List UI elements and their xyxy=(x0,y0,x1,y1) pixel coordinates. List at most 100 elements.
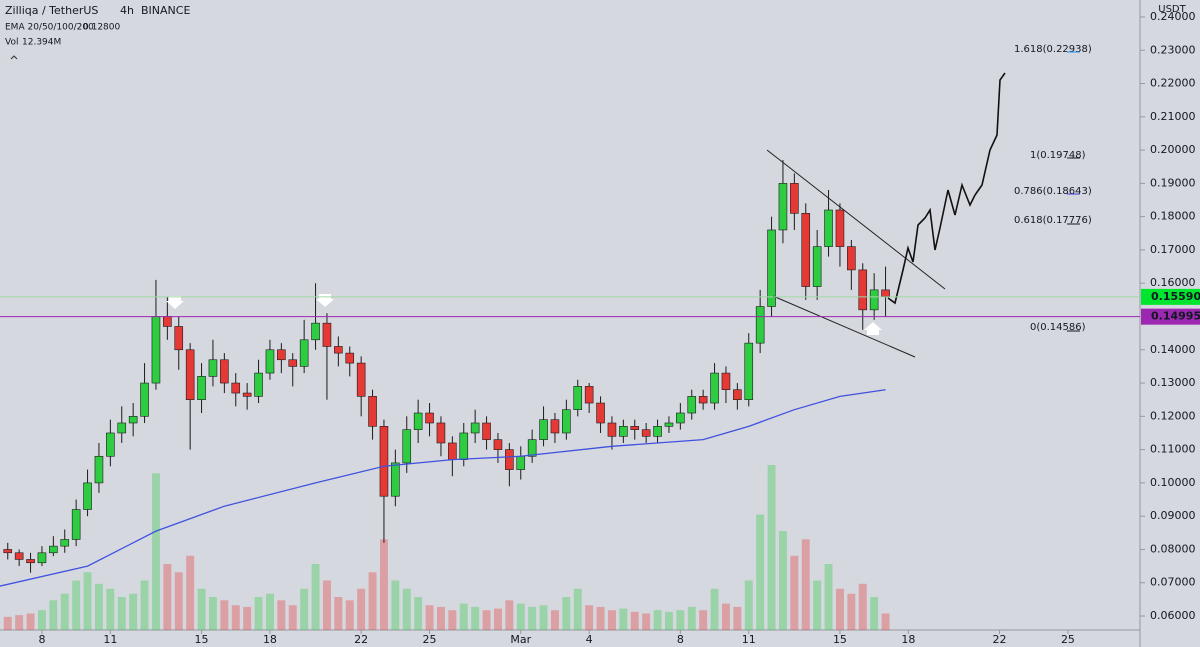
y-tick-label: 0.10000 xyxy=(1150,476,1196,489)
volume-bar xyxy=(585,605,594,630)
volume-bar xyxy=(208,597,217,630)
y-tick-label: 0.18000 xyxy=(1150,210,1196,223)
candle-body xyxy=(812,246,822,287)
volume-bar xyxy=(539,605,548,630)
currency: USDT xyxy=(1158,4,1186,15)
price-label: 0.14995 xyxy=(1151,310,1200,323)
candle-body xyxy=(425,412,434,424)
candle-body xyxy=(847,246,856,271)
candle-body xyxy=(231,382,241,394)
fib-label: 0.618(0.17776) xyxy=(1014,215,1092,226)
volume-bar xyxy=(676,610,685,630)
candle-body xyxy=(174,326,184,351)
trendline-lower xyxy=(772,295,916,358)
candle-body xyxy=(687,396,697,414)
y-tick-label: 0.17000 xyxy=(1150,243,1196,256)
volume-bar xyxy=(653,610,662,630)
x-tick-label: 11 xyxy=(742,633,756,646)
y-tick-label: 0.20000 xyxy=(1150,143,1196,156)
x-tick-label: 8 xyxy=(38,633,45,646)
x-tick-label: 22 xyxy=(354,633,368,646)
y-tick-label: 0.16000 xyxy=(1150,276,1196,289)
candle-body xyxy=(676,412,685,424)
candle-body xyxy=(733,389,742,400)
volume-bar xyxy=(322,580,331,630)
candle-body xyxy=(163,316,172,327)
candle-body xyxy=(356,362,366,397)
volume-bar xyxy=(528,606,537,630)
price-label-box xyxy=(1141,308,1200,325)
volume-bar xyxy=(619,608,628,630)
volume-bar xyxy=(300,588,309,630)
volume-bar xyxy=(231,605,240,630)
candle-body xyxy=(288,359,298,367)
candle-body xyxy=(94,455,104,484)
volume-bar xyxy=(15,615,24,630)
candle-body xyxy=(516,455,526,470)
symbol: Zilliqa / TetherUS xyxy=(5,4,98,17)
volume-bar xyxy=(756,514,765,630)
collapse-icon[interactable] xyxy=(10,55,18,60)
y-tick-label: 0.23000 xyxy=(1150,43,1196,56)
candle-body xyxy=(493,439,503,450)
volume-bar xyxy=(379,539,388,630)
volume-bar xyxy=(3,616,12,630)
x-tick-label: 8 xyxy=(677,633,684,646)
candle-body xyxy=(835,209,845,247)
candle-body xyxy=(60,539,70,547)
volume-bar xyxy=(858,583,867,630)
arrow-down xyxy=(166,296,184,309)
volume-bar xyxy=(174,572,183,630)
candle-body xyxy=(573,386,583,410)
volume-bar xyxy=(881,613,890,630)
legend: Zilliqa / TetherUS 4h BINANCE EMA 20/50/… xyxy=(5,4,190,60)
candle-body xyxy=(710,372,719,404)
volume-bar xyxy=(72,580,81,630)
volume-bar xyxy=(368,572,377,630)
volume-bar xyxy=(733,606,742,630)
candle-body xyxy=(470,422,480,434)
volume-bar xyxy=(516,603,525,630)
candle-body xyxy=(128,416,138,424)
y-tick-label: 0.09000 xyxy=(1150,509,1196,522)
candle-body xyxy=(550,419,560,434)
candle-body xyxy=(106,432,115,457)
candle-body xyxy=(755,306,765,344)
candle-body xyxy=(778,183,788,231)
volume-bar xyxy=(459,603,468,630)
volume-bar xyxy=(801,539,810,630)
plot xyxy=(0,160,890,630)
candle-body xyxy=(334,346,343,354)
trendline-upper xyxy=(766,149,946,290)
ema-line xyxy=(0,389,886,587)
x-tick-label: 11 xyxy=(103,633,117,646)
volume-bar xyxy=(402,588,411,630)
candle-body xyxy=(448,442,457,460)
volume-bar xyxy=(345,600,354,630)
y-tick-label: 0.19000 xyxy=(1150,176,1196,189)
x-tick-label: 15 xyxy=(195,633,209,646)
candle-body xyxy=(539,419,548,440)
candle-body xyxy=(505,449,514,470)
volume-bar xyxy=(391,580,400,630)
volume-value: 12.394M xyxy=(22,38,61,48)
candle-body xyxy=(698,396,708,404)
candle-body xyxy=(242,392,252,397)
ema-label: EMA 20/50/100/200 xyxy=(5,23,94,33)
y-tick-label: 0.08000 xyxy=(1150,542,1196,555)
candle-body xyxy=(220,359,229,384)
candle-body xyxy=(185,349,195,400)
volume-bar xyxy=(106,588,115,630)
volume-bar xyxy=(26,613,35,630)
price-label-box xyxy=(1141,288,1200,305)
volume-bar xyxy=(243,606,252,630)
fib-label: 1(0.19748) xyxy=(1030,150,1086,161)
candle-body xyxy=(664,422,674,427)
candle-body xyxy=(151,316,161,384)
volume-bar xyxy=(254,597,263,630)
volume-bar xyxy=(265,593,274,630)
candle-body xyxy=(3,549,13,554)
volume-bar xyxy=(471,606,480,630)
volume-bar xyxy=(357,588,366,630)
volume-bar xyxy=(334,597,343,630)
